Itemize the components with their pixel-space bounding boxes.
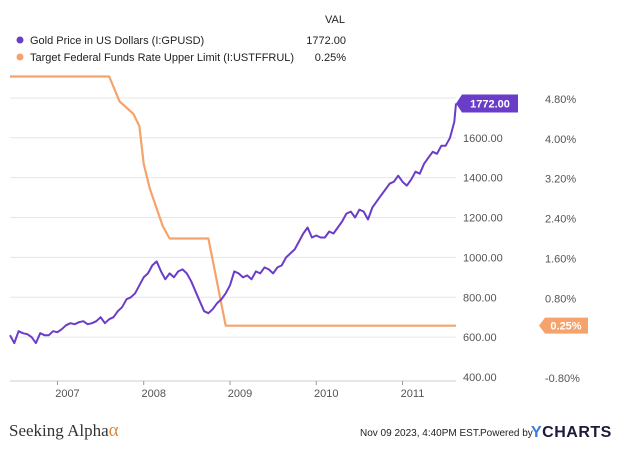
gridlines: [10, 97, 456, 338]
y-left-tick-7: 400.00: [463, 372, 497, 384]
y-left-tick-3: 1200.00: [463, 213, 503, 225]
y-left-tick-4: 1000.00: [463, 252, 503, 264]
y-left-tick-6: 600.00: [463, 332, 497, 344]
seeking-alpha-text: Seeking Alpha: [9, 421, 109, 440]
y-left-tick-2: 1400.00: [463, 173, 503, 185]
y-right-tick-0: 4.80%: [545, 94, 576, 106]
x-tick-label-3: 2010: [314, 388, 338, 400]
footer-powered-by: Powered by: [480, 428, 533, 439]
footer-date: Nov 09 2023, 4:40PM EST.: [360, 428, 481, 439]
series-line-0: [9, 103, 457, 345]
gold-end-label-box: [456, 94, 518, 113]
y-axis-right: 4.80% 4.00% 3.20% 2.40% 1.60% 0.80% -0.80%: [545, 94, 580, 385]
x-tick-label-2: 2009: [228, 388, 252, 400]
alpha-icon: α: [108, 420, 119, 441]
series-line-1: [10, 75, 456, 327]
x-tick-label-4: 2011: [401, 388, 425, 400]
x-tick-label-1: 2008: [141, 388, 165, 400]
legend-gold-value: 1772.00: [306, 35, 346, 47]
y-right-tick-2: 3.20%: [545, 174, 576, 186]
legend-fed-dot: [16, 53, 24, 61]
legend-fed-value: 0.25%: [315, 52, 346, 64]
y-left-tick-5: 800.00: [463, 292, 497, 304]
y-right-tick-5: 0.80%: [545, 293, 576, 305]
legend-fed-label: Target Federal Funds Rate Upper Limit (I…: [30, 52, 294, 64]
x-tick-label-0: 2007: [55, 388, 79, 400]
fed-end-label-box: [539, 317, 588, 334]
legend-gold-label: Gold Price in US Dollars (I:GPUSD): [30, 35, 204, 47]
ycharts-rest: CHARTS: [542, 424, 612, 441]
y-right-tick-1: 4.00%: [545, 134, 576, 146]
end-labels: 1772.00 0.25%: [456, 94, 588, 334]
x-axis: 2007 2008 2009 2010 2011: [55, 381, 424, 400]
ycharts-logo[interactable]: YCHARTS: [531, 424, 612, 442]
legend-gold-dot: [16, 36, 24, 44]
seeking-alpha-logo: Seeking Alphaα: [9, 420, 119, 442]
y-right-tick-4: 1.60%: [545, 253, 576, 265]
y-right-tick-3: 2.40%: [545, 214, 576, 226]
gold-end-label: 1772.00: [470, 99, 510, 111]
ycharts-y: Y: [531, 424, 543, 441]
fed-end-label: 0.25%: [550, 321, 581, 333]
y-right-tick-6: -0.80%: [545, 373, 580, 385]
series-layer: [9, 75, 457, 345]
y-axis-left: 1800.001600.001400.001200.001000.00800.0…: [463, 93, 503, 384]
y-left-tick-1: 1600.00: [463, 133, 503, 145]
legend-header: VAL: [325, 14, 345, 26]
